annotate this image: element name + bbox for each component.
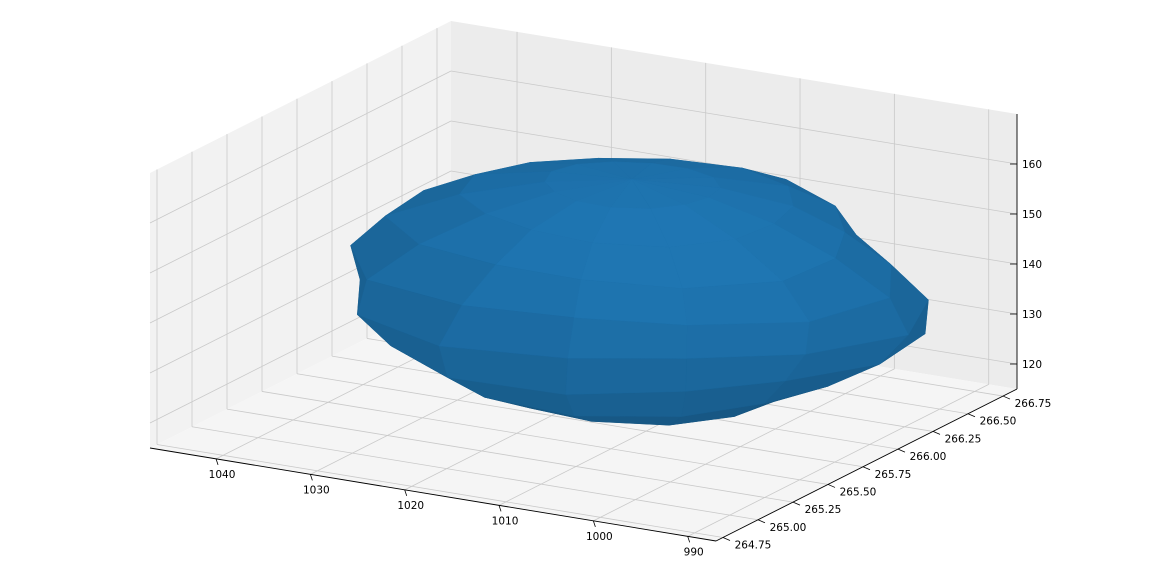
surface-facet bbox=[682, 280, 810, 326]
y-tick-label: 266.00 bbox=[910, 451, 947, 463]
y-tick-mark bbox=[722, 537, 731, 541]
y-tick-label: 265.50 bbox=[840, 486, 877, 498]
axis-lines bbox=[149, 114, 1018, 543]
surface-facet bbox=[565, 358, 687, 395]
grid-line-y-floor bbox=[296, 373, 864, 468]
y-tick-mark bbox=[862, 466, 871, 471]
x-tick-mark bbox=[687, 536, 691, 543]
grid-line-x-floor bbox=[687, 383, 989, 537]
y-tick-label: 265.25 bbox=[805, 504, 842, 516]
x-tick-mark bbox=[404, 489, 408, 496]
x-tick-label: 1010 bbox=[492, 515, 519, 527]
z-tick-label: 160 bbox=[1022, 159, 1042, 171]
surface-facet bbox=[686, 321, 810, 359]
y-tick-mark bbox=[792, 501, 801, 506]
tick-labels: 990 1000 1010 1020 1030 1040 264.75 265.00 265.2… bbox=[209, 159, 1052, 558]
x-tick-label: 1020 bbox=[397, 500, 424, 512]
y-tick-label: 266.75 bbox=[1015, 398, 1052, 410]
x-axis-line bbox=[149, 447, 717, 542]
y-tick-mark bbox=[757, 519, 766, 524]
z-tick-label: 130 bbox=[1022, 309, 1042, 321]
x-tick-label: 1040 bbox=[209, 469, 236, 481]
y-tick-mark bbox=[897, 448, 906, 453]
y-tick-mark bbox=[932, 431, 941, 435]
y-tick-label: 266.25 bbox=[945, 433, 982, 445]
surface-facet bbox=[565, 391, 687, 417]
z-tick-label: 140 bbox=[1022, 259, 1042, 271]
surface-mesh bbox=[350, 157, 929, 426]
grid-line-y-floor bbox=[191, 426, 759, 521]
y-axis-line bbox=[715, 388, 1018, 542]
x-tick-mark bbox=[498, 505, 502, 512]
x-tick-label: 1030 bbox=[303, 484, 330, 496]
grid-line-z-back bbox=[450, 70, 1018, 165]
grid-line-y-floor bbox=[226, 408, 794, 503]
x-tick-mark bbox=[309, 474, 313, 481]
y-tick-mark bbox=[1002, 395, 1011, 400]
y-tick-label: 265.00 bbox=[770, 522, 807, 534]
y-tick-label: 265.75 bbox=[875, 469, 912, 481]
grid-line-y-floor bbox=[156, 444, 724, 538]
y-tick-mark bbox=[827, 484, 836, 488]
y-tick-label: 266.50 bbox=[980, 416, 1017, 428]
x-tick-mark bbox=[592, 520, 596, 527]
grid-line-z-left bbox=[149, 120, 452, 274]
grid-line-y-floor bbox=[261, 391, 829, 485]
x-tick-label: 990 bbox=[684, 546, 704, 558]
grid-line-z-left bbox=[149, 70, 452, 224]
y-tick-label: 264.75 bbox=[735, 539, 772, 551]
y-tick-mark bbox=[967, 413, 976, 418]
z-tick-label: 150 bbox=[1022, 209, 1042, 221]
left-pane bbox=[150, 21, 451, 448]
x-tick-mark bbox=[215, 458, 219, 465]
grid-line-z-left bbox=[149, 170, 452, 324]
x-tick-label: 1000 bbox=[586, 531, 613, 543]
grid-line-x-floor bbox=[593, 368, 895, 522]
z-tick-label: 120 bbox=[1022, 359, 1042, 371]
